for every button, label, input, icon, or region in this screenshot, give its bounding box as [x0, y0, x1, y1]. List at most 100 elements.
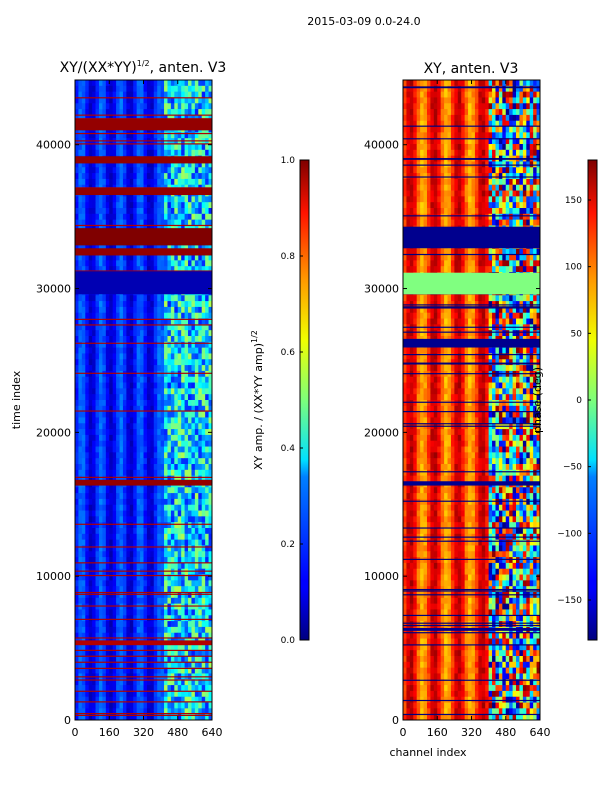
heat-cell — [102, 149, 107, 157]
heat-cell — [150, 574, 155, 581]
heat-cell — [188, 260, 192, 267]
heat-cell — [191, 685, 196, 692]
heat-cell — [198, 149, 203, 157]
heat-cell — [160, 324, 165, 331]
heat-cell — [133, 685, 138, 692]
heat-cell — [105, 173, 110, 180]
heat-cell — [126, 533, 131, 541]
heat-cell — [109, 208, 114, 215]
heat-cell — [201, 365, 206, 372]
heat-cell — [119, 167, 124, 174]
heat-cell — [109, 400, 114, 407]
heat-cell — [143, 347, 148, 354]
heat-cell — [95, 464, 100, 471]
heat-cell — [119, 522, 124, 529]
heat-cell — [92, 516, 96, 523]
heat-cell — [143, 97, 148, 104]
heat-cell — [146, 603, 151, 610]
heat-cell — [85, 306, 90, 314]
heat-cell — [112, 690, 117, 698]
heat-cell — [116, 324, 120, 331]
heat-cell — [498, 138, 503, 145]
heat-cell — [205, 266, 209, 273]
heat-cell — [129, 394, 134, 401]
heat-cell — [143, 603, 148, 610]
heat-cell — [102, 318, 107, 325]
heat-cell — [105, 510, 110, 517]
heat-cell — [177, 615, 182, 622]
heat-cell — [174, 714, 179, 720]
heat-cell — [102, 167, 107, 174]
heat-cell — [208, 295, 212, 302]
heat-cell — [112, 539, 117, 546]
heat-cell — [102, 632, 107, 639]
heat-cell — [191, 353, 196, 360]
heat-cell — [492, 91, 496, 98]
heat-cell — [98, 504, 103, 511]
heat-cell — [454, 120, 459, 127]
heat-cell — [88, 97, 93, 104]
heat-cell — [170, 411, 175, 418]
heat-cell — [406, 80, 411, 87]
heat-cell — [112, 330, 117, 337]
heat-cell — [85, 667, 90, 674]
heat-cell — [143, 370, 148, 378]
heat-cell — [208, 685, 212, 692]
heat-cell — [437, 103, 442, 110]
heat-cell — [126, 568, 131, 575]
heat-cell — [109, 626, 114, 634]
heat-cell — [433, 97, 438, 104]
heat-cell — [112, 324, 117, 331]
heat-cell — [174, 446, 179, 453]
heat-cell — [81, 475, 86, 482]
heat-cell — [536, 97, 540, 104]
heat-cell — [201, 405, 206, 413]
heat-cell — [191, 498, 196, 506]
heat-cell — [140, 306, 144, 314]
heat-cell — [157, 475, 162, 482]
heat-cell — [146, 341, 151, 349]
heat-cell — [88, 353, 93, 360]
heat-cell — [164, 522, 168, 529]
heat-cell — [78, 539, 83, 546]
heat-cell — [95, 597, 100, 605]
heat-cell — [81, 615, 86, 622]
heat-cell — [95, 545, 100, 552]
heat-cell — [92, 312, 96, 319]
heat-cell — [174, 522, 179, 529]
heat-line — [75, 143, 212, 145]
heat-cell — [170, 213, 175, 221]
heat-cell — [457, 126, 462, 133]
heat-cell — [188, 446, 192, 453]
heat-cell — [133, 167, 138, 174]
heat-cell — [146, 80, 151, 87]
heat-cell — [143, 504, 148, 511]
heat-cell — [105, 621, 110, 628]
heat-cell — [170, 510, 175, 517]
heat-cell — [201, 213, 206, 221]
heat-cell — [129, 533, 134, 541]
heat-cell — [95, 539, 100, 546]
heat-cell — [133, 539, 138, 546]
heat-cell — [184, 173, 189, 180]
heat-cell — [205, 516, 209, 523]
heat-cell — [208, 178, 212, 186]
heat-cell — [81, 254, 86, 261]
heat-cell — [81, 429, 86, 436]
heat-cell — [105, 330, 110, 337]
heat-cell — [181, 132, 185, 139]
heat-cell — [146, 353, 151, 360]
heat-cell — [150, 347, 155, 354]
heat-cell — [146, 574, 151, 581]
heat-cell — [191, 109, 196, 116]
heat-cell — [85, 336, 90, 343]
heat-cell — [519, 103, 524, 110]
heat-cell — [160, 685, 165, 692]
heat-cell — [153, 586, 158, 593]
heat-cell — [133, 318, 138, 325]
heat-cell — [116, 533, 120, 541]
heat-cell — [136, 434, 141, 442]
heat-cell — [191, 417, 196, 424]
heat-cell — [157, 533, 162, 541]
heat-cell — [122, 632, 127, 639]
